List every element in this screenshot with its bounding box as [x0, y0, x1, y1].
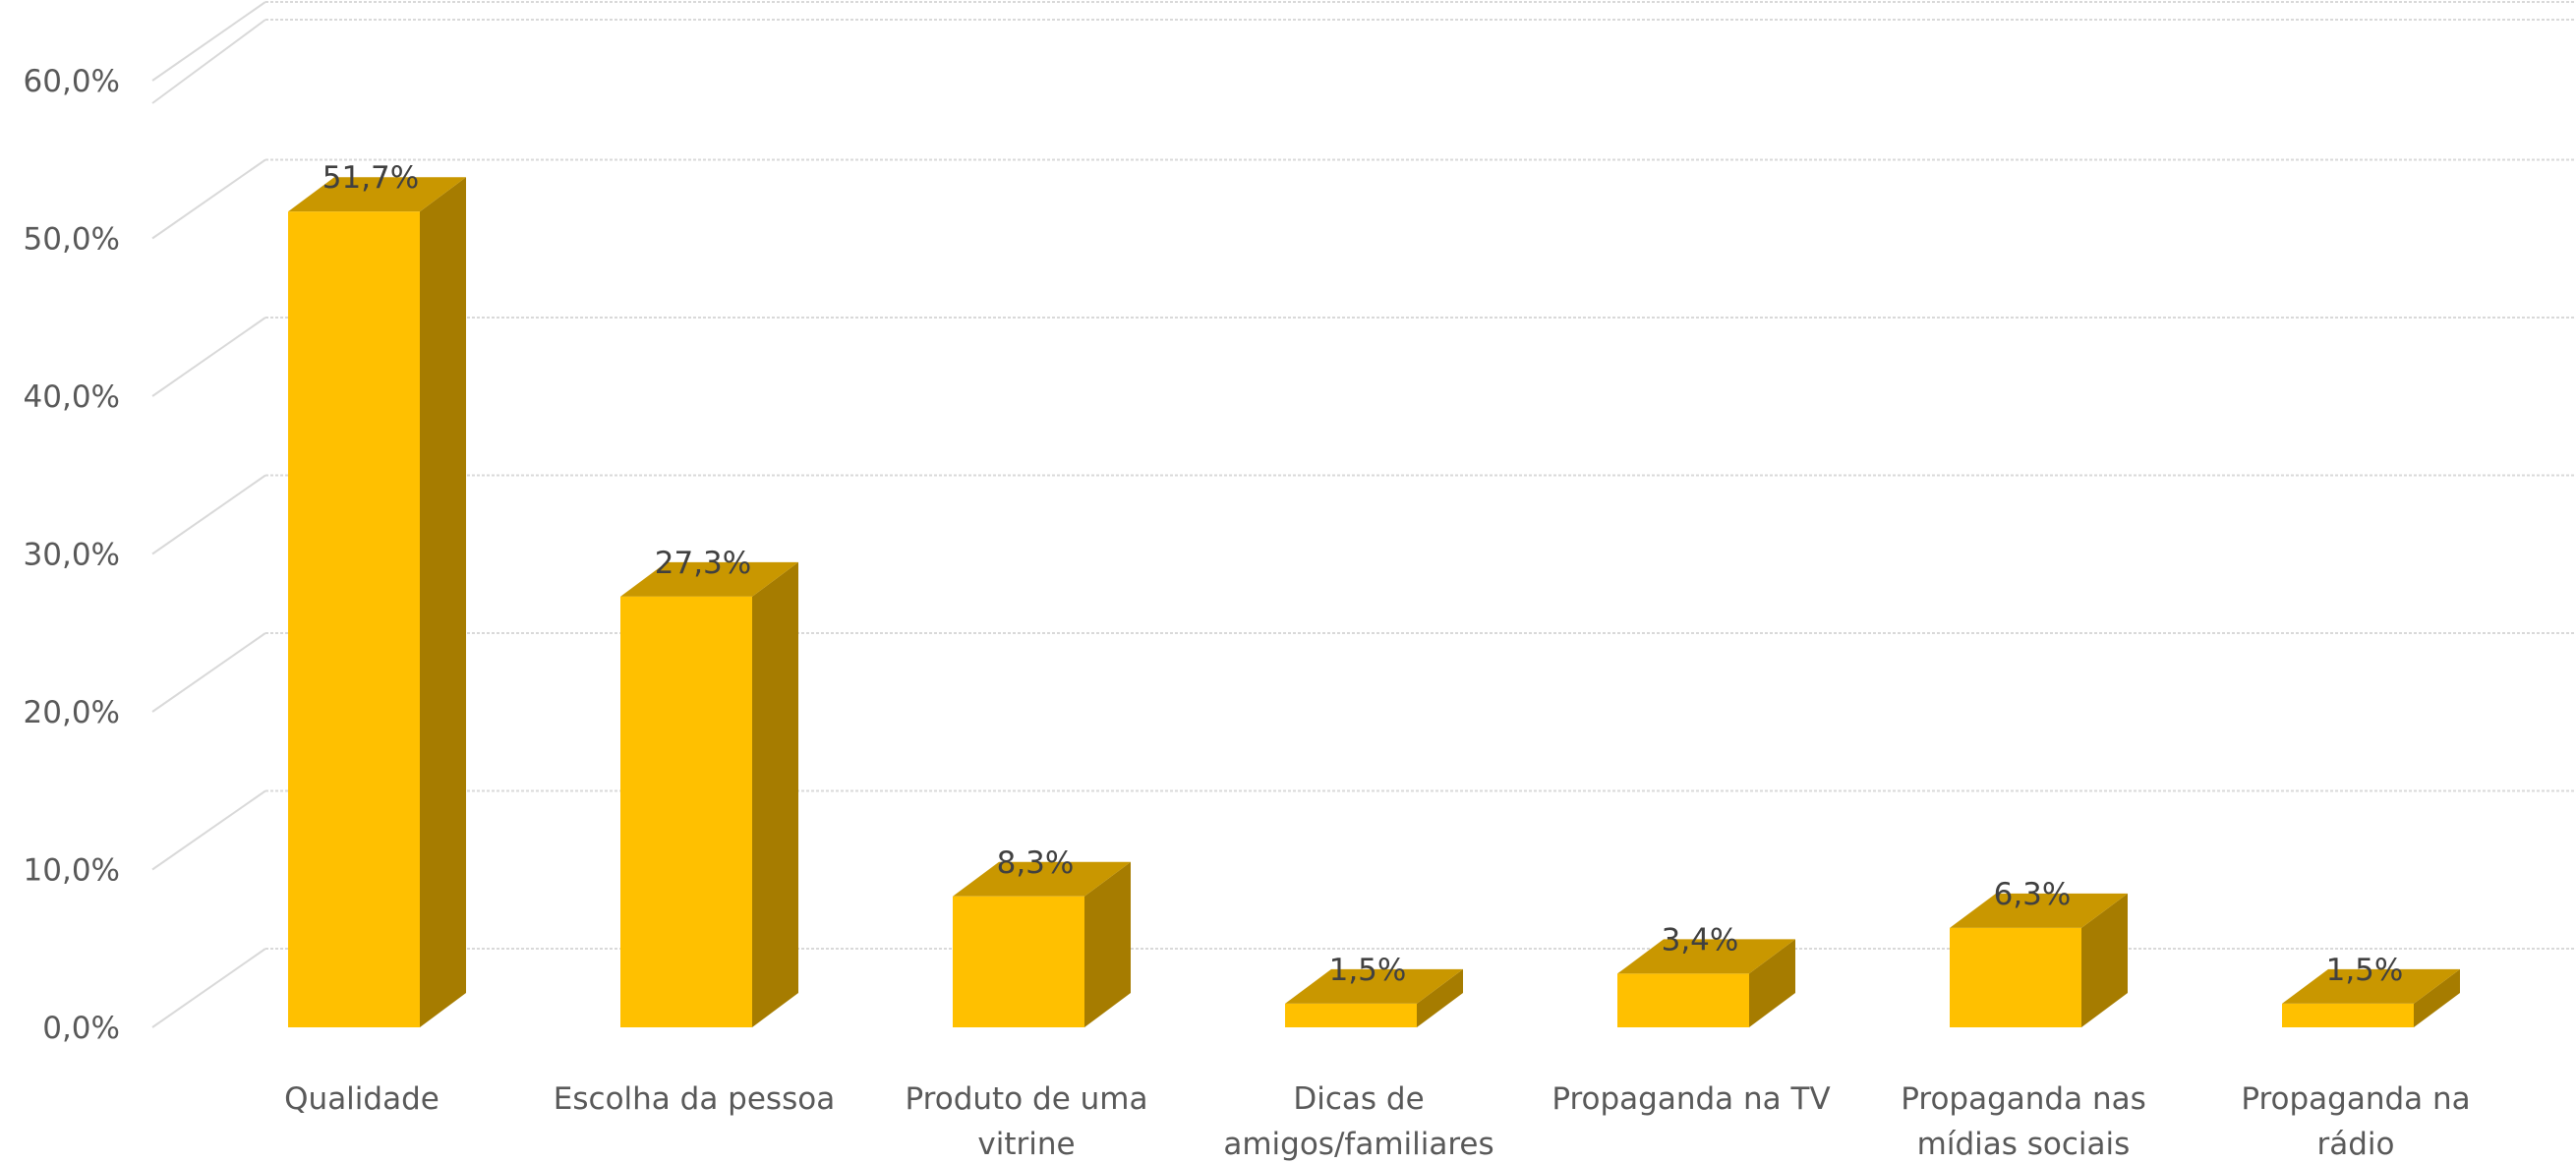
category-label: Qualidade [284, 1081, 439, 1117]
category-label: rádio [2317, 1127, 2395, 1162]
bar-front [620, 596, 752, 1027]
bar-top [2282, 968, 2460, 1004]
bars [288, 177, 2460, 1028]
category-label: Escolha da pessoa [554, 1081, 835, 1117]
data-label: 51,7% [322, 160, 419, 196]
data-label: 3,4% [1662, 922, 1739, 958]
bar-top [1950, 893, 2128, 928]
bar-top [1285, 968, 1463, 1004]
bar-front [1950, 927, 2081, 1027]
gridline-side [151, 474, 266, 555]
data-label: 8,3% [997, 845, 1075, 881]
gridline-side [151, 789, 266, 871]
category-label: vitrine [977, 1127, 1075, 1162]
gridlines [151, 1, 2576, 1028]
y-tick-label: 50,0% [24, 222, 120, 258]
bar [1617, 939, 1795, 1027]
bar-top [953, 861, 1131, 897]
y-tick-label: 20,0% [24, 695, 120, 730]
x-axis-categories: Qualidade Escolha da pessoa Produto de uma… [284, 1081, 2471, 1162]
bar-top [620, 561, 798, 597]
bar-front [1617, 973, 1749, 1027]
data-label: 6,3% [1994, 877, 2072, 912]
bar [620, 561, 798, 1027]
category-label: Dicas de [1293, 1081, 1424, 1117]
bar-side [2414, 968, 2460, 1027]
category-label: mídias sociais [1917, 1127, 2131, 1162]
bar [953, 861, 1131, 1027]
y-tick-label: 0,0% [42, 1011, 120, 1046]
bar [288, 177, 466, 1028]
y-tick-label: 10,0% [24, 853, 120, 889]
data-label: 27,3% [655, 546, 751, 581]
gridline-side [151, 948, 266, 1028]
bar-side [1417, 968, 1463, 1027]
bar-front [953, 896, 1084, 1027]
data-labels: 51,7% 27,3% 8,3% 1,5% 3,4% 6,3% 1,5% [322, 160, 2404, 988]
category-label: Propaganda na [2241, 1081, 2470, 1117]
bar [2282, 968, 2460, 1027]
y-tick-label: 30,0% [24, 538, 120, 573]
bar-side [1084, 861, 1131, 1027]
bar-side [752, 561, 798, 1027]
bar-top [288, 177, 466, 212]
y-axis-ticks: 0,0% 10,0% 20,0% 30,0% 40,0% 50,0% 60,0% [24, 64, 120, 1046]
gridline-side [151, 632, 266, 713]
bar [1285, 968, 1463, 1027]
bar-side [420, 177, 466, 1028]
gridline-side [151, 317, 266, 397]
data-label: 1,5% [2326, 953, 2404, 988]
category-label: Propaganda nas [1901, 1081, 2146, 1117]
bar-front [1285, 1003, 1417, 1027]
gridline-side [151, 158, 266, 240]
gridline-side [151, 1, 266, 82]
data-label: 1,5% [1329, 953, 1407, 988]
bar [1950, 893, 2128, 1027]
category-label: Propaganda na TV [1551, 1081, 1830, 1117]
gridline-side [151, 19, 266, 104]
category-label: Produto de uma [906, 1081, 1148, 1117]
category-label: amigos/familiares [1223, 1127, 1493, 1162]
bar-front [2282, 1003, 2414, 1027]
y-tick-label: 60,0% [24, 64, 120, 99]
y-tick-label: 40,0% [24, 379, 120, 415]
bar-side [1749, 939, 1795, 1027]
bar-top [1617, 939, 1795, 974]
bar-front [288, 211, 420, 1028]
bar-side [2081, 893, 2128, 1027]
